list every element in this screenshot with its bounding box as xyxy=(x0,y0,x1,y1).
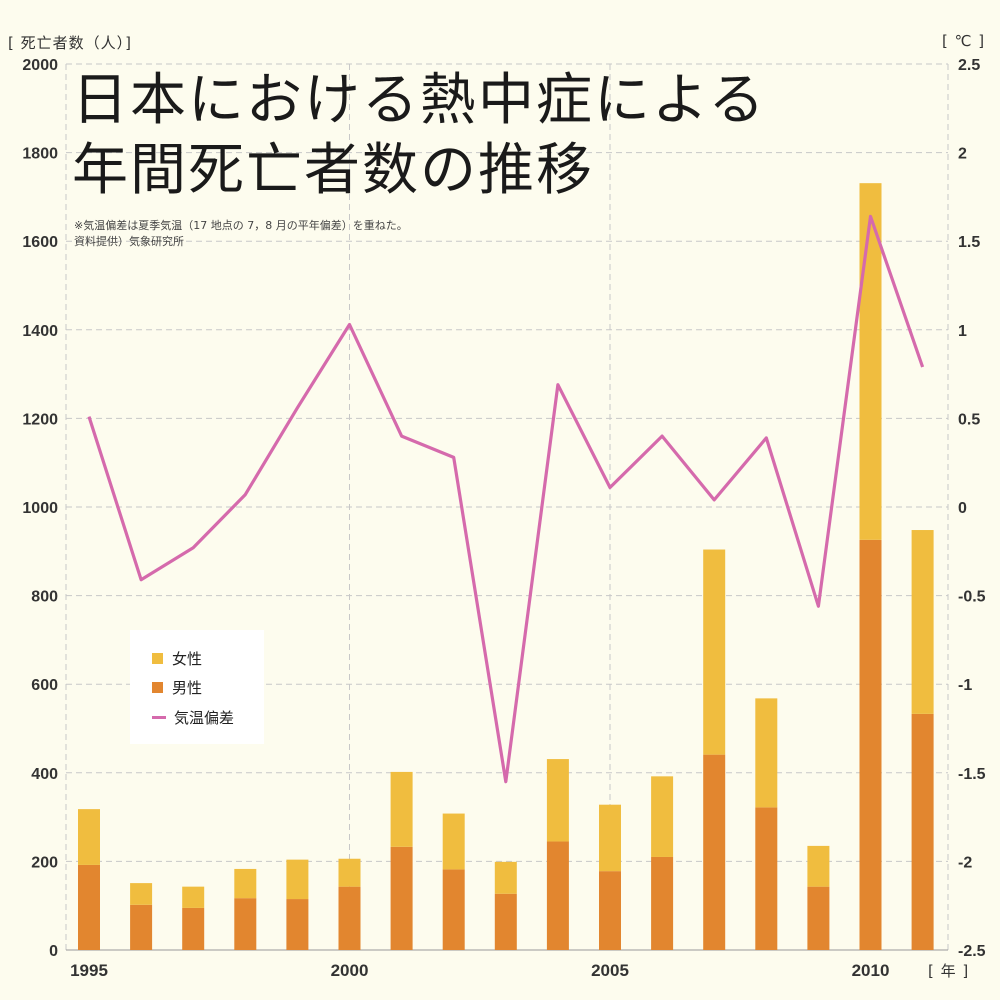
bar-female xyxy=(703,549,726,755)
bar-female xyxy=(286,859,309,900)
y2-axis-title: [ ℃ ] xyxy=(942,32,986,50)
bar-female xyxy=(807,845,830,887)
bar-female xyxy=(755,698,778,808)
y-tick-label: 1200 xyxy=(22,411,58,428)
y-tick-label: 800 xyxy=(31,589,58,606)
bar-female xyxy=(390,771,413,847)
y-axis-title: [ 死亡者数（人）] xyxy=(8,34,132,52)
title-line-2: 年間死亡者数の推移 xyxy=(72,138,594,203)
y-tick-label: 1800 xyxy=(22,146,58,163)
y-tick-label: 400 xyxy=(31,766,58,783)
bar-male xyxy=(807,886,830,950)
bar-male xyxy=(703,754,726,950)
y2-tick-label: 1.5 xyxy=(958,234,980,251)
bar-female xyxy=(78,809,100,865)
legend-swatch-temp xyxy=(152,715,166,719)
y2-tick-label: -0.5 xyxy=(958,589,986,606)
temp-series-line xyxy=(87,214,925,784)
bar-male xyxy=(546,841,569,950)
x-tick-label: 2010 xyxy=(852,961,890,980)
bars xyxy=(78,183,934,950)
y-tick-label: 200 xyxy=(31,854,58,871)
y2-tick-label: 0.5 xyxy=(958,411,980,428)
y-tick-label: 600 xyxy=(31,677,58,694)
legend-item-male: 男性 xyxy=(152,677,202,697)
bar-male xyxy=(182,907,205,950)
x-tick-label: 1995 xyxy=(70,961,108,980)
bar-female xyxy=(130,883,153,905)
bar-female xyxy=(911,530,934,714)
bar-male xyxy=(442,869,465,950)
bar-female xyxy=(599,804,621,872)
y-tick-label: 0 xyxy=(49,943,58,960)
y-tick-label: 1000 xyxy=(22,500,58,517)
y-tick-label: 1400 xyxy=(22,323,58,340)
page-title: 日本における熱中症による 年間死亡者数の推移 xyxy=(72,66,766,206)
x-axis-title: [ 年 ] xyxy=(928,962,970,980)
temperature-line xyxy=(87,214,925,784)
bar-male xyxy=(599,871,621,950)
bar-male xyxy=(651,856,674,950)
y2-tick-label: -2 xyxy=(958,854,972,871)
note-line-1: ※気温偏差は夏季気温（17 地点の 7，8 月の平年偏差）を重ねた。 xyxy=(74,219,408,232)
bar-male xyxy=(494,893,517,950)
note-line-2: 資料提供）気象研究所 xyxy=(74,235,184,248)
y2-tick-label: -1 xyxy=(958,677,972,694)
title-line-1: 日本における熱中症による xyxy=(72,68,767,133)
bar-male xyxy=(78,864,100,950)
bar-female xyxy=(546,759,569,842)
y2-tick-label: 2.5 xyxy=(958,57,980,74)
bar-male xyxy=(390,846,413,950)
bar-female xyxy=(651,776,674,857)
legend-label-temp: 気温偏差 xyxy=(174,708,235,727)
bar-female xyxy=(859,183,882,540)
y2-tick-label: -1.5 xyxy=(958,766,986,783)
bar-male xyxy=(286,899,309,950)
x-tick-label: 2005 xyxy=(591,961,629,980)
bar-male xyxy=(911,713,934,950)
grid-lines xyxy=(65,63,949,951)
legend-label-female: 女性 xyxy=(172,649,203,668)
tick-labels: 0 200 400 600 800 1000 1200 1400 1600 1800 2000 -2.… xyxy=(22,57,985,980)
bar-male xyxy=(859,539,882,950)
bar-male xyxy=(234,898,257,950)
bar-female xyxy=(494,861,517,894)
bar-female xyxy=(442,813,465,870)
bar-male xyxy=(130,904,153,950)
source-note: ※気温偏差は夏季気温（17 地点の 7，8 月の平年偏差）を重ねた。 資料提供）… xyxy=(74,218,408,250)
legend-swatch-female xyxy=(152,652,163,664)
x-tick-label: 2000 xyxy=(331,961,369,980)
bar-male xyxy=(338,886,361,950)
y-tick-label: 1600 xyxy=(22,234,58,251)
bar-female xyxy=(338,858,361,887)
legend: 女性 男性 気温偏差 xyxy=(130,630,264,744)
legend-label-male: 男性 xyxy=(172,678,203,697)
y2-tick-label: 0 xyxy=(958,500,967,517)
bar-female xyxy=(234,868,257,899)
bar-female xyxy=(182,886,205,908)
legend-item-temp: 気温偏差 xyxy=(152,707,234,727)
legend-item-female: 女性 xyxy=(152,648,202,668)
y-tick-label: 2000 xyxy=(22,57,58,74)
y2-tick-label: 2 xyxy=(958,146,967,163)
bar-male xyxy=(755,807,778,950)
y2-tick-label: -2.5 xyxy=(958,943,986,960)
y2-tick-label: 1 xyxy=(958,323,967,340)
legend-swatch-male xyxy=(152,681,163,693)
